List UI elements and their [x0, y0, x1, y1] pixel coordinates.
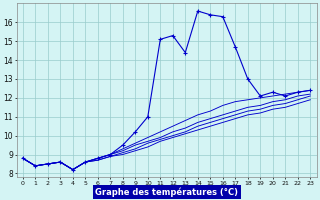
X-axis label: Graphe des températures (°C): Graphe des températures (°C): [95, 187, 238, 197]
